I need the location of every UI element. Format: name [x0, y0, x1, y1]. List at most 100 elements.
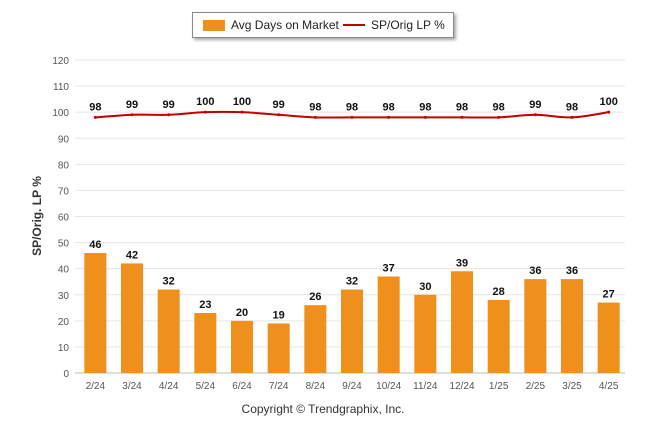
y-axis-ticks: 0 10 20 30 40 50 60 70 80 90 100 110 120	[52, 56, 69, 380]
line-value-label: 99	[126, 99, 138, 111]
line-point	[93, 115, 97, 119]
bar-value-label: 46	[89, 239, 101, 251]
bar-value-label: 36	[566, 265, 578, 277]
x-tick-label: 12/24	[449, 381, 474, 392]
x-axis-ticks: 2/24 3/24 4/24 5/24 6/24 7/24 8/24 9/24 10/24 11/…	[86, 381, 619, 392]
bars	[84, 253, 620, 373]
bar	[267, 323, 290, 373]
bar	[597, 302, 620, 373]
x-tick-label: 8/24	[306, 381, 326, 392]
x-tick-label: 3/24	[122, 381, 142, 392]
x-tick-label: 9/24	[342, 381, 362, 392]
bar	[487, 299, 510, 373]
bar	[341, 289, 363, 373]
x-tick-label: 5/24	[196, 381, 216, 392]
line-value-label: 99	[273, 99, 285, 111]
x-tick-label: 11/24	[413, 381, 438, 392]
line-value-label: 98	[89, 101, 101, 113]
bar	[524, 279, 547, 373]
bar-value-label: 27	[603, 289, 615, 301]
y-tick-label: 110	[53, 82, 69, 93]
bar-value-label: 37	[383, 262, 395, 274]
bar	[414, 294, 437, 373]
line-point	[240, 110, 244, 114]
x-tick-label: 2/24	[86, 381, 106, 392]
y-tick-label: 10	[58, 343, 70, 354]
line-point	[497, 115, 501, 119]
bar	[304, 305, 327, 373]
line-value-label: 98	[346, 101, 358, 113]
bar-value-label: 42	[126, 249, 138, 261]
x-tick-label: 6/24	[232, 381, 252, 392]
bar	[231, 320, 253, 373]
line-point	[423, 115, 427, 119]
line-labels: 98 99 99 100 100 99 98 98 98 98 98 98 99 98 100	[89, 96, 618, 113]
y-tick-label: 90	[58, 134, 70, 145]
line-series	[93, 110, 611, 119]
x-tick-label: 3/25	[562, 381, 582, 392]
line-point	[167, 113, 171, 117]
line-point	[533, 113, 537, 117]
bar	[561, 279, 583, 373]
line-value-label: 98	[309, 101, 321, 113]
legend-label-bar: Avg Days on Market	[231, 18, 339, 32]
legend-item-line[interactable]: SP/Orig LP %	[343, 13, 445, 37]
x-tick-label: 1/25	[489, 381, 509, 392]
bar-value-label: 20	[236, 307, 248, 319]
x-tick-label: 7/24	[269, 381, 289, 392]
line-point	[387, 115, 391, 119]
x-tick-label: 4/25	[599, 381, 619, 392]
x-tick-label: 10/24	[376, 381, 401, 392]
bar	[377, 276, 400, 373]
line-point	[460, 115, 464, 119]
y-tick-label: 70	[58, 186, 70, 197]
line-value-label: 99	[529, 99, 541, 111]
line-value-label: 98	[419, 101, 431, 113]
line-point	[607, 110, 611, 114]
line-value-label: 100	[599, 96, 617, 108]
x-tick-label: 4/24	[159, 381, 179, 392]
y-tick-label: 120	[52, 56, 69, 67]
line-point	[570, 115, 574, 119]
bar	[194, 313, 217, 373]
y-tick-label: 60	[58, 213, 70, 224]
bar-value-label: 32	[163, 276, 175, 288]
bar-value-label: 32	[346, 276, 358, 288]
legend-label-line: SP/Orig LP %	[371, 18, 445, 32]
bar-value-label: 36	[529, 265, 541, 277]
bar-value-label: 39	[456, 257, 468, 269]
line-value-label: 98	[383, 101, 395, 113]
legend: Avg Days on Market SP/Orig LP %	[192, 12, 454, 38]
bar-labels: 46 42 32 23 20 19 26 32 37 30 39 28 36 36 27	[89, 239, 615, 321]
line-value-label: 98	[456, 101, 468, 113]
y-tick-label: 30	[58, 291, 70, 302]
line-value-label: 99	[163, 99, 175, 111]
copyright-text: Copyright © Trendgraphix, Inc.	[241, 402, 405, 416]
bar	[84, 253, 107, 373]
y-tick-label: 80	[58, 160, 70, 171]
legend-swatch-line	[343, 24, 365, 26]
y-tick-label: 0	[63, 369, 69, 380]
line-value-label: 100	[196, 96, 214, 108]
line-point	[130, 113, 134, 117]
bar-value-label: 19	[273, 309, 285, 321]
y-tick-label: 50	[58, 239, 70, 250]
bar	[451, 271, 473, 373]
bar	[121, 263, 143, 373]
legend-swatch-bar	[203, 19, 225, 31]
bar-value-label: 30	[419, 281, 431, 293]
line-point	[203, 110, 207, 114]
line-point	[350, 115, 354, 119]
legend-item-bar[interactable]: Avg Days on Market	[203, 13, 339, 37]
line-point	[313, 115, 317, 119]
bar	[157, 289, 180, 373]
line-point	[277, 113, 281, 117]
bar-value-label: 26	[309, 291, 321, 303]
x-tick-label: 2/25	[526, 381, 546, 392]
line-value-label: 98	[566, 101, 578, 113]
y-axis-label: SP/Orig. LP %	[30, 176, 44, 256]
y-tick-label: 40	[58, 265, 70, 276]
bar-value-label: 28	[493, 286, 505, 298]
line-value-label: 98	[493, 101, 505, 113]
